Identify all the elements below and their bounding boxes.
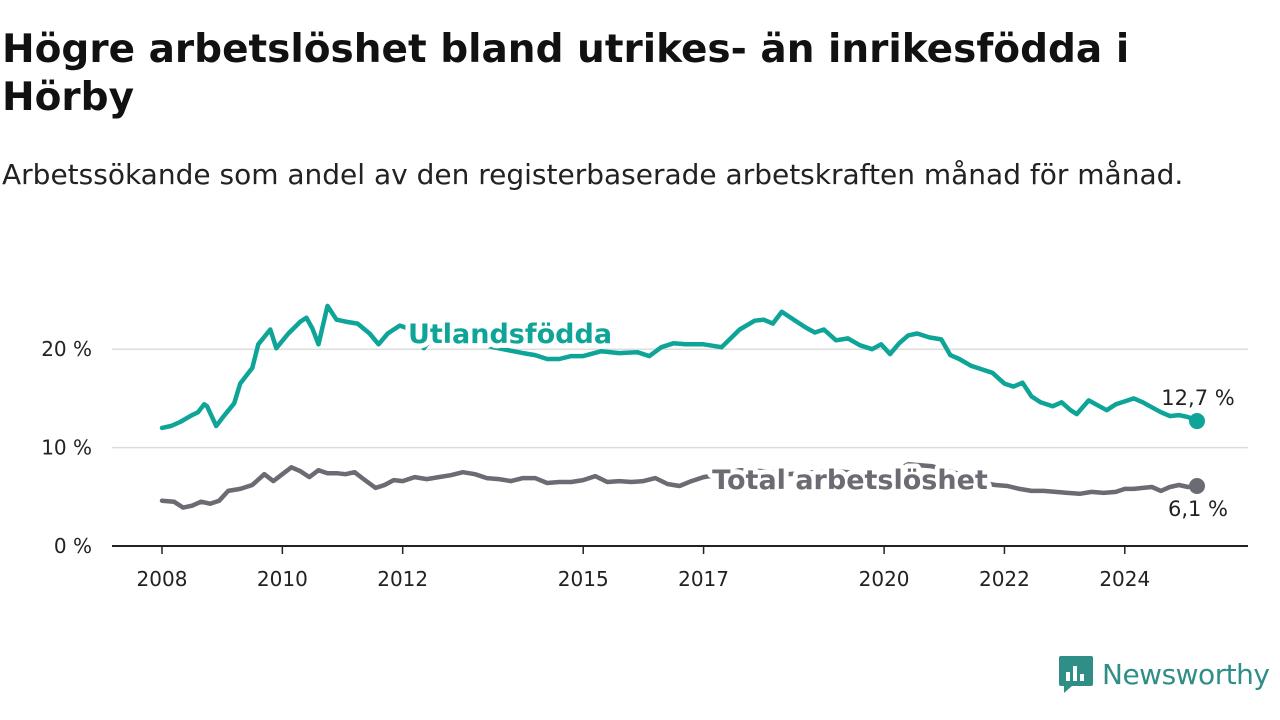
y-tick-label: 10 % xyxy=(41,436,92,460)
series-line xyxy=(159,462,1200,510)
series-line xyxy=(159,303,1200,431)
x-tick-label: 2008 xyxy=(137,567,188,591)
y-tick-label: 0 % xyxy=(54,534,92,558)
x-tick-label: 2017 xyxy=(678,567,729,591)
series-name-label: Utlandsfödda xyxy=(408,319,612,350)
x-tick-label: 2015 xyxy=(558,567,609,591)
y-axis-ticks: 0 % 10 % 20 % xyxy=(41,337,92,558)
chart-title: Högre arbetslöshet bland utrikes- än inr… xyxy=(2,27,1130,120)
series-end-point xyxy=(1189,477,1205,494)
brand-name: Newsworthy xyxy=(1102,657,1270,691)
x-tick-label: 2020 xyxy=(859,567,910,591)
series-end-label: 12,7 % xyxy=(1161,386,1234,410)
series-lines xyxy=(159,303,1205,510)
x-tick-label: 2022 xyxy=(979,567,1030,591)
x-tick-label: 2010 xyxy=(257,567,308,591)
series-end-point xyxy=(1189,413,1205,430)
series-end-label: 6,1 % xyxy=(1168,497,1228,521)
chart-subtitle: Arbetssökande som andel av den registerb… xyxy=(2,158,1184,191)
series-labels: 12,7 %6,1 %UtlandsföddaUtlandsföddaTotal… xyxy=(403,314,1235,521)
newsworthy-logo: Newsworthy xyxy=(1058,654,1270,694)
x-axis: 2008 2010 2012 2015 2017 2020 2022 2024 xyxy=(112,545,1248,591)
y-tick-label: 20 % xyxy=(41,337,92,361)
series-label-halo: Total arbetslöshet xyxy=(712,465,988,496)
series-name-label: Total arbetslöshet xyxy=(712,465,988,496)
x-tick-label: 2012 xyxy=(377,567,428,591)
newsworthy-logo-icon xyxy=(1059,656,1093,693)
grid-lines xyxy=(112,348,1248,449)
series-label-halo: Utlandsfödda xyxy=(408,319,612,350)
x-tick-label: 2024 xyxy=(1099,567,1150,591)
